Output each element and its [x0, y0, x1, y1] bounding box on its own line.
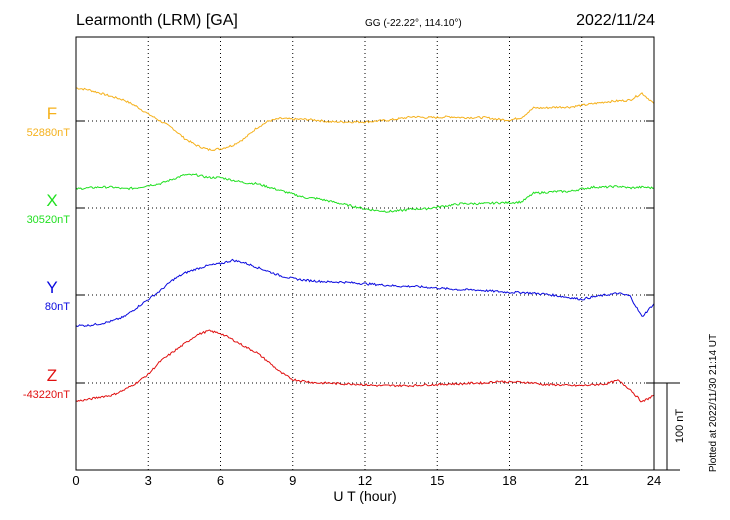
series-baseline-X: 30520nT	[27, 214, 71, 226]
series-name-Z: Z	[47, 366, 57, 385]
x-tick-label-3: 3	[145, 473, 152, 488]
plot-frame	[75, 36, 655, 471]
plot-date: 2022/11/24	[576, 12, 655, 29]
series-baseline-Z: -43220nT	[23, 389, 70, 401]
series-baseline-Y: 80nT	[45, 301, 70, 313]
x-tick-label-12: 12	[358, 473, 372, 488]
plot-area	[75, 36, 655, 471]
series-baseline-F: 52880nT	[27, 127, 71, 139]
series-line-F	[76, 87, 655, 152]
data-series	[75, 87, 655, 403]
plotted-at-note: Plotted at 2022/11/30 21:14 UT	[708, 334, 719, 472]
vertical-gridlines	[147, 37, 583, 470]
x-tick-label-9: 9	[289, 473, 296, 488]
horizontal-gridlines	[76, 120, 654, 384]
series-name-F: F	[47, 104, 57, 123]
scale-bar: 100 nT	[654, 382, 686, 471]
series-line-Z	[75, 329, 655, 403]
x-axis-label: U T (hour)	[333, 488, 396, 504]
series-line-X	[75, 173, 655, 213]
x-tick-label-0: 0	[72, 473, 79, 488]
x-tick-label-21: 21	[575, 473, 589, 488]
baselines	[76, 120, 654, 384]
station-title: Learmonth (LRM) [GA]	[76, 12, 238, 29]
x-tick-label-18: 18	[502, 473, 516, 488]
x-axis-ticks: 0 3 6 9 12 15 18 21 24	[72, 473, 661, 488]
series-line-Y	[75, 258, 655, 328]
series-name-X: X	[46, 191, 57, 210]
x-tick-label-15: 15	[430, 473, 444, 488]
series-labels: F 52880nT X 30520nT Y 80nT Z -43220nT	[23, 104, 70, 401]
scale-bar-label: 100 nT	[674, 409, 686, 444]
series-name-Y: Y	[46, 278, 57, 297]
x-tick-label-24: 24	[647, 473, 661, 488]
x-tick-label-6: 6	[217, 473, 224, 488]
station-coords: GG (-22.22°, 114.10°)	[365, 18, 462, 29]
